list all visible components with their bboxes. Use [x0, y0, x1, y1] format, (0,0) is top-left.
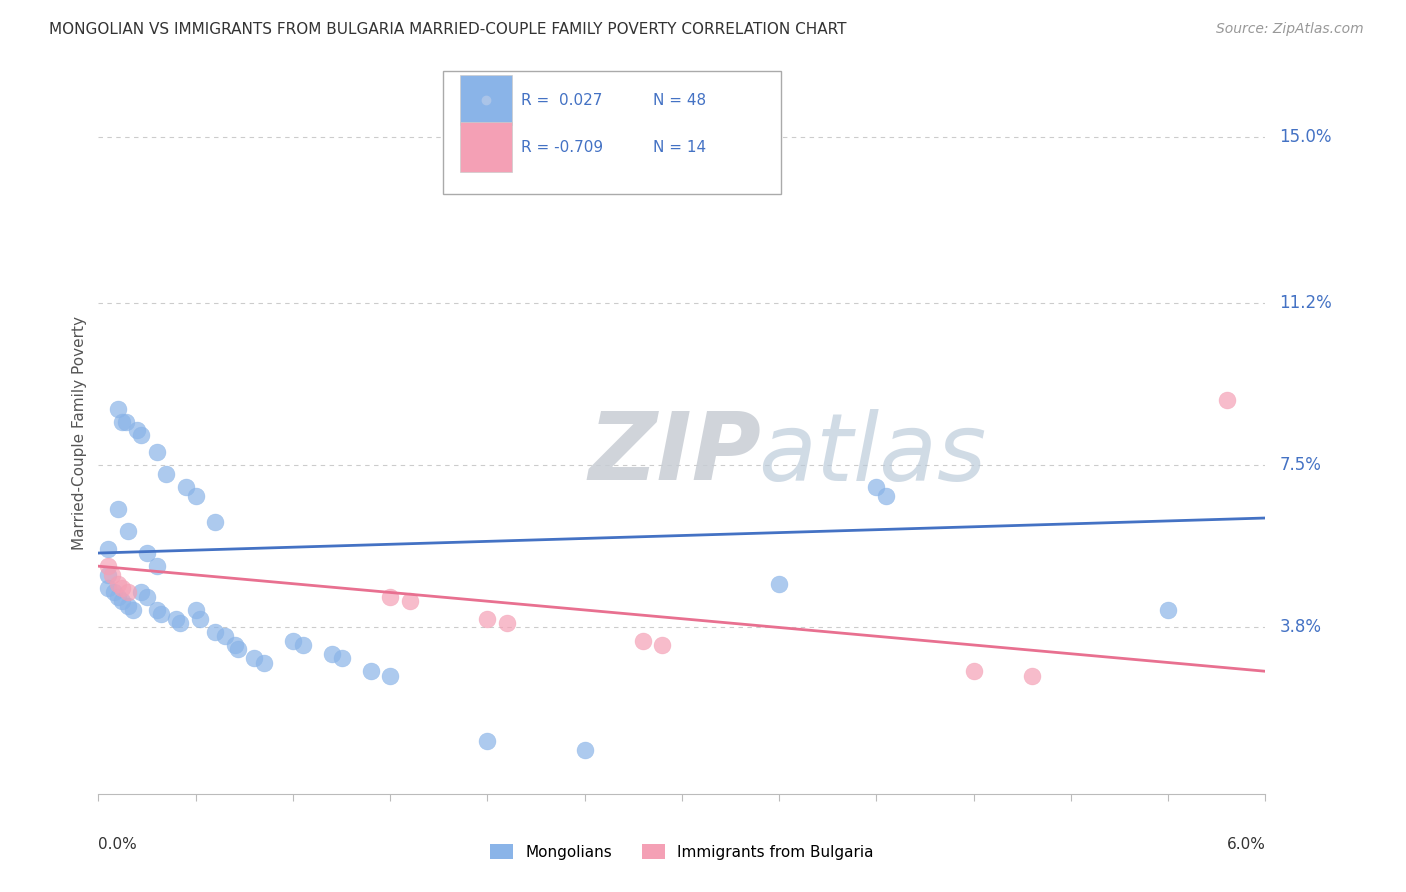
Point: [111, 581, 134, 595]
Point: [574, 743, 596, 757]
Point: [136, 590, 159, 604]
Point: [97, 568, 120, 582]
Point: [146, 445, 169, 459]
Point: [204, 516, 226, 530]
Point: [631, 633, 654, 648]
Legend: Mongolians, Immigrants from Bulgaria: Mongolians, Immigrants from Bulgaria: [484, 838, 880, 866]
Point: [127, 424, 149, 438]
FancyBboxPatch shape: [460, 75, 512, 125]
Text: ZIP: ZIP: [589, 409, 762, 500]
Point: [97, 541, 120, 556]
Point: [169, 616, 191, 631]
Point: [136, 546, 159, 560]
Text: R = -0.709: R = -0.709: [520, 140, 603, 154]
Point: [1157, 603, 1180, 617]
Point: [321, 647, 343, 661]
Point: [330, 651, 353, 665]
Point: [129, 427, 152, 442]
Point: [174, 480, 197, 494]
Point: [188, 612, 211, 626]
Point: [155, 467, 177, 482]
Point: [243, 651, 266, 665]
Point: [865, 480, 887, 494]
Text: 6.0%: 6.0%: [1226, 838, 1265, 852]
Text: 3.8%: 3.8%: [1279, 618, 1322, 637]
Point: [149, 607, 172, 622]
Text: 11.2%: 11.2%: [1279, 294, 1331, 312]
Point: [114, 415, 136, 429]
Point: [291, 638, 314, 652]
Point: [129, 585, 152, 599]
Point: [184, 603, 207, 617]
Point: [214, 629, 236, 643]
Point: [204, 624, 226, 639]
Point: [477, 612, 499, 626]
Point: [117, 524, 139, 538]
Point: [107, 401, 129, 416]
Text: Source: ZipAtlas.com: Source: ZipAtlas.com: [1216, 22, 1364, 37]
Point: [651, 638, 673, 652]
Point: [107, 576, 129, 591]
Point: [122, 603, 145, 617]
Point: [146, 603, 169, 617]
Point: [146, 559, 169, 574]
Point: [1215, 392, 1237, 407]
Text: 15.0%: 15.0%: [1279, 128, 1331, 146]
Point: [380, 668, 402, 682]
FancyBboxPatch shape: [460, 122, 512, 172]
Point: [253, 656, 276, 670]
Point: [281, 633, 304, 648]
Point: [398, 594, 420, 608]
Point: [107, 502, 129, 516]
Point: [101, 568, 124, 582]
Text: 7.5%: 7.5%: [1279, 457, 1322, 475]
Text: N = 14: N = 14: [652, 140, 706, 154]
Point: [111, 415, 134, 429]
Point: [97, 559, 120, 574]
Point: [97, 581, 120, 595]
Point: [768, 576, 790, 591]
Point: [962, 665, 984, 679]
Text: 0.0%: 0.0%: [98, 838, 138, 852]
Point: [1021, 668, 1043, 682]
Point: [360, 665, 382, 679]
Point: [111, 594, 134, 608]
FancyBboxPatch shape: [443, 71, 782, 194]
Point: [117, 599, 139, 613]
Text: MONGOLIAN VS IMMIGRANTS FROM BULGARIA MARRIED-COUPLE FAMILY POVERTY CORRELATION : MONGOLIAN VS IMMIGRANTS FROM BULGARIA MA…: [49, 22, 846, 37]
Point: [103, 585, 125, 599]
Point: [224, 638, 246, 652]
Text: N = 48: N = 48: [652, 93, 706, 108]
Point: [184, 489, 207, 503]
Point: [875, 489, 897, 503]
Point: [107, 590, 129, 604]
Text: R =  0.027: R = 0.027: [520, 93, 602, 108]
Point: [165, 612, 187, 626]
Point: [496, 616, 519, 631]
Point: [228, 642, 250, 657]
Point: [117, 585, 139, 599]
Point: [477, 734, 499, 748]
Text: atlas: atlas: [758, 409, 986, 500]
Y-axis label: Married-Couple Family Poverty: Married-Couple Family Poverty: [72, 316, 87, 549]
Point: [380, 590, 402, 604]
